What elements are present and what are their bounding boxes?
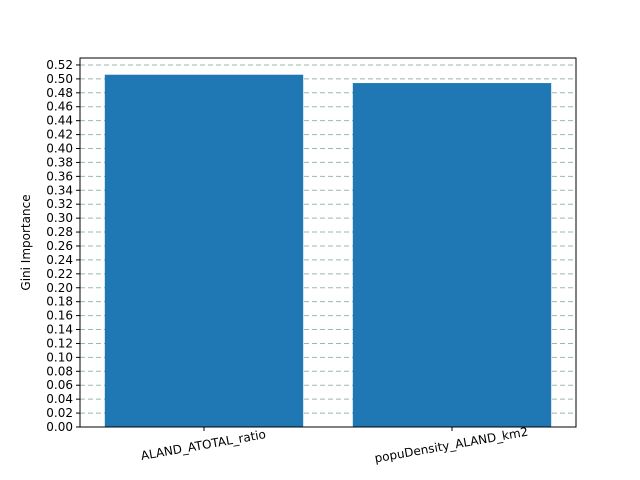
y-tick-label: 0.28 [46, 225, 73, 239]
y-tick-label: 0.18 [46, 295, 73, 309]
y-tick-label: 0.26 [46, 239, 73, 253]
y-tick-label: 0.06 [46, 378, 73, 392]
y-tick-label: 0.34 [46, 183, 73, 197]
bar-popuDensity_ALAND_km2 [352, 83, 552, 427]
y-axis-label: Gini Importance [19, 194, 33, 290]
bar-ALAND_ATOTAL_ratio [104, 74, 304, 427]
y-tick-label: 0.50 [46, 72, 73, 86]
y-tick-label: 0.12 [46, 336, 73, 350]
bars [104, 74, 552, 427]
y-tick-label: 0.20 [46, 281, 73, 295]
x-tick-label: ALAND_ATOTAL_ratio [140, 427, 267, 463]
y-tick-label: 0.46 [46, 100, 73, 114]
y-tick-label: 0.00 [46, 420, 73, 434]
x-axis: ALAND_ATOTAL_ratio popuDensity_ALAND_km2 [140, 425, 529, 466]
y-tick-label: 0.02 [46, 406, 73, 420]
y-tick-label: 0.44 [46, 114, 73, 128]
y-tick-label: 0.52 [46, 58, 73, 72]
y-tick-label: 0.40 [46, 142, 73, 156]
y-tick-label: 0.14 [46, 323, 73, 337]
y-tick-label: 0.36 [46, 169, 73, 183]
plot-frame [79, 57, 577, 428]
y-tick-label: 0.16 [46, 309, 73, 323]
y-tick-label: 0.30 [46, 211, 73, 225]
y-axis: 0.000.020.040.060.080.100.120.140.160.18… [46, 58, 80, 434]
y-tick-label: 0.04 [46, 392, 73, 406]
y-tick-label: 0.08 [46, 364, 73, 378]
y-tick-label: 0.32 [46, 197, 73, 211]
y-tick-label: 0.38 [46, 155, 73, 169]
y-tick-label: 0.42 [46, 128, 73, 142]
y-tick-label: 0.24 [46, 253, 73, 267]
x-tick-label: popuDensity_ALAND_km2 [373, 425, 529, 466]
y-tick-label: 0.22 [46, 267, 73, 281]
y-tick-label: 0.10 [46, 350, 73, 364]
y-tick-label: 0.48 [46, 86, 73, 100]
